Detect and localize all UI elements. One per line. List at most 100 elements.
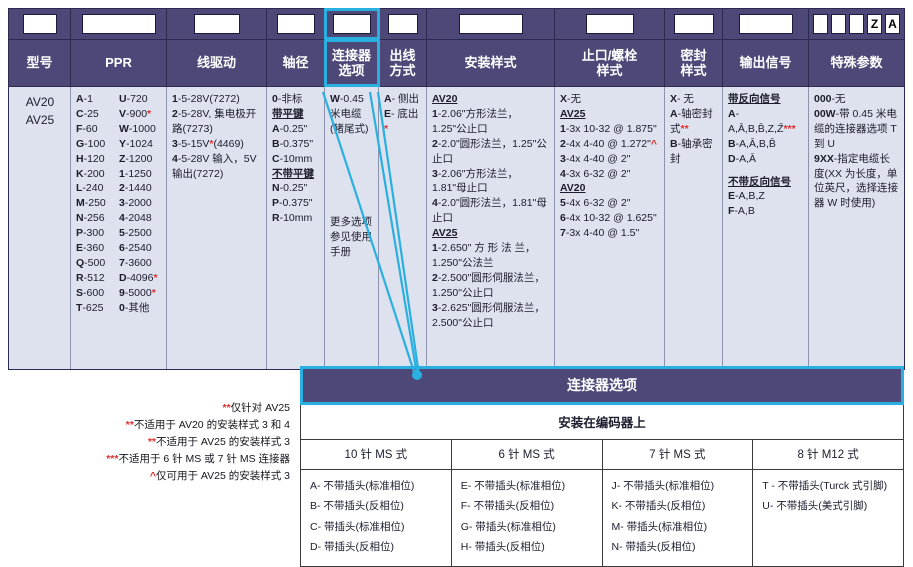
- code-box-z[interactable]: Z: [867, 14, 882, 34]
- option-item: 4-2.0"圆形法兰，1.81"母止口: [432, 197, 547, 225]
- option-item: 0-非标: [272, 93, 303, 105]
- pilot-group-av20-title: AV20: [560, 182, 586, 195]
- option-item: 0-其他: [119, 301, 150, 314]
- option-item: E-A,B,Z: [728, 190, 765, 203]
- option-item: 3-2000: [119, 197, 152, 210]
- option-item: 5-4x 6-32 @ 2": [560, 197, 631, 210]
- mounting-group-av25-title: AV25: [432, 227, 458, 240]
- option-item: 1-1250: [119, 167, 152, 180]
- shaft-group-keyless-title: 不带平键: [272, 167, 314, 180]
- column-model-options: AV20 AV25: [9, 87, 71, 369]
- column-special-options: 000-无 00W-带 0.45 米电缆的连接器选项 T 到 U 9XX-指定电…: [809, 87, 904, 369]
- option-item: R-10mm: [272, 212, 313, 225]
- option-item: D-A,Ā: [728, 152, 757, 165]
- list-item: C- 带插头(标准相位): [310, 520, 405, 533]
- shaft-group-keyed-title: 带平键: [272, 107, 304, 120]
- ordering-matrix: Z A 型号 PPR 线驱动 轴径 连接器 选项 出线 方式 安装样式 止口/螺…: [8, 8, 905, 370]
- column-connector-options: W-0.45 米电缆(猪尾式) 更多选项参见使用手册: [325, 87, 379, 369]
- code-box[interactable]: [81, 14, 156, 34]
- option-item: Y-1024: [119, 137, 153, 150]
- column-seal-options: X- 无 A-轴密封式** B-轴承密封: [665, 87, 723, 369]
- code-box[interactable]: [193, 14, 240, 34]
- option-item: 9-5000*: [119, 286, 156, 299]
- option-item: D-4096*: [119, 271, 158, 284]
- list-item: B- 不带插头(反相位): [310, 500, 404, 513]
- option-item: 3-5-15V*(4469): [172, 137, 244, 150]
- footnote-item: ***不适用于 6 针 MS 或 7 针 MS 连接器: [106, 453, 290, 465]
- column-header-linedriver: 线驱动: [167, 40, 267, 86]
- option-item: N-0.25": [272, 182, 308, 195]
- option-item: B-A,Ā,B,B̄: [728, 137, 776, 150]
- code-box-cell-signal: [723, 9, 809, 39]
- connector-panel-title: 连接器选项: [300, 366, 904, 405]
- column-header-pilot: 止口/螺栓 样式: [555, 40, 665, 86]
- code-box[interactable]: [585, 14, 634, 34]
- list-item: T - 不带插头(Turck 式引脚): [762, 480, 888, 492]
- code-box[interactable]: [813, 14, 828, 34]
- footnote-item: ^仅可用于 AV25 的安装样式 3: [149, 470, 290, 482]
- signal-group-without-title: 不带反向信号: [728, 175, 791, 188]
- code-box[interactable]: [458, 14, 523, 34]
- list-item: J- 不带插头(标准相位): [611, 480, 715, 492]
- code-box[interactable]: [22, 14, 57, 34]
- option-item: X-无: [560, 93, 582, 105]
- connector-col-6pin: 6 针 MS 式 E- 不带插头(标准相位) F- 不带插头(反相位) G- 带…: [451, 440, 603, 566]
- connector-table-subtitle: 安装在编码器上: [301, 405, 903, 440]
- option-item: N-256: [76, 212, 105, 225]
- list-item: H- 带插头(反相位): [460, 541, 545, 554]
- column-pilot-options: X-无 AV25 1-3x 10-32 @ 1.875" 2-4x 4-40 @…: [555, 87, 665, 369]
- list-item: A- 不带插头(标准相位): [310, 480, 415, 492]
- option-item: X- 无: [670, 93, 694, 105]
- option-item: G-100: [76, 137, 106, 150]
- option-item: 1-2.06"方形法兰，1.25"公止口: [432, 107, 519, 135]
- option-item: 2-2.0"圆形法兰，1.25"公止口: [432, 137, 547, 165]
- code-box-cell-connector: [324, 8, 380, 40]
- footnotes: **仅针对 AV25 **不适用于 AV20 的安装样式 3 和 4 **不适用…: [8, 400, 290, 485]
- option-item: 2-1440: [119, 182, 152, 195]
- connector-col-header: 6 针 MS 式: [451, 440, 602, 470]
- option-body-row: AV20 AV25 A-1 C-25 F-60 G-100 H-120 K-20…: [9, 87, 904, 369]
- option-item: L-240: [76, 182, 104, 195]
- code-box[interactable]: [738, 14, 793, 34]
- list-item: K- 不带插头(反相位): [611, 500, 706, 513]
- code-box[interactable]: [332, 14, 371, 34]
- code-box[interactable]: [849, 14, 864, 34]
- connector-col-8pin-m12: 8 针 M12 式 T - 不带插头(Turck 式引脚) U- 不带插头(美式…: [753, 440, 903, 566]
- signal-group-with-title: 带反向信号: [728, 93, 781, 105]
- option-item: K-200: [76, 167, 105, 180]
- option-item: E-360: [76, 242, 105, 255]
- connector-col-7pin: 7 针 MS 式 J- 不带插头(标准相位) K- 不带插头(反相位) M- 带…: [602, 440, 754, 566]
- list-item: G- 带插头(标准相位): [460, 520, 556, 533]
- column-header-exit: 出线 方式: [379, 40, 427, 86]
- code-box-cell-shaft: [267, 9, 325, 39]
- code-box-a[interactable]: A: [885, 14, 900, 34]
- option-item: 7-3600: [119, 256, 152, 269]
- code-box[interactable]: [673, 14, 714, 34]
- code-box[interactable]: [831, 14, 846, 34]
- code-box[interactable]: [276, 14, 315, 34]
- option-item: 3-2.625"圆形伺服法兰，2.500"公止口: [432, 301, 545, 329]
- option-item: 2-2.500"圆形伺服法兰，1.250"公止口: [432, 271, 545, 299]
- option-item: A- 侧出: [384, 93, 420, 105]
- column-shaft-options: 0-非标 带平键 A-0.25" B-0.375" C-10mm 不带平键 N-…: [267, 87, 325, 369]
- option-item: V-900*: [119, 107, 152, 120]
- list-item: D- 带插头(反相位): [310, 541, 394, 554]
- column-header-special: 特殊参数: [830, 55, 883, 71]
- connector-col-10pin: 10 针 MS 式 A- 不带插头(标准相位) B- 不带插头(反相位) C- …: [301, 440, 452, 566]
- option-item: S-600: [76, 286, 105, 299]
- option-item: 00W-带 0.45 米电缆的连接器选项 T 到 U: [814, 107, 897, 150]
- code-box[interactable]: [387, 14, 418, 34]
- column-header-model: 型号: [9, 40, 71, 86]
- option-item: M-250: [76, 197, 106, 210]
- option-item: 5-2500: [119, 227, 152, 240]
- column-ppr-options: A-1 C-25 F-60 G-100 H-120 K-200 L-240 M-…: [71, 87, 167, 369]
- option-item: 6-4x 10-32 @ 1.625": [560, 212, 657, 225]
- column-exit-options: A- 侧出 E- 底出*: [379, 87, 427, 369]
- connector-col-header: 8 针 M12 式: [753, 440, 903, 470]
- option-item: 3-2.06"方形法兰，1.81"母止口: [432, 167, 519, 195]
- option-item: 4-5-28V 输入，5V 输出(7272): [172, 152, 257, 180]
- option-item: 4-3x 6-32 @ 2": [560, 167, 631, 180]
- option-item: C-10mm: [272, 152, 313, 165]
- option-item: 1-2.650" 方 形 法 兰，1.250"公法兰: [432, 242, 536, 269]
- option-item: A-0.25": [272, 122, 308, 135]
